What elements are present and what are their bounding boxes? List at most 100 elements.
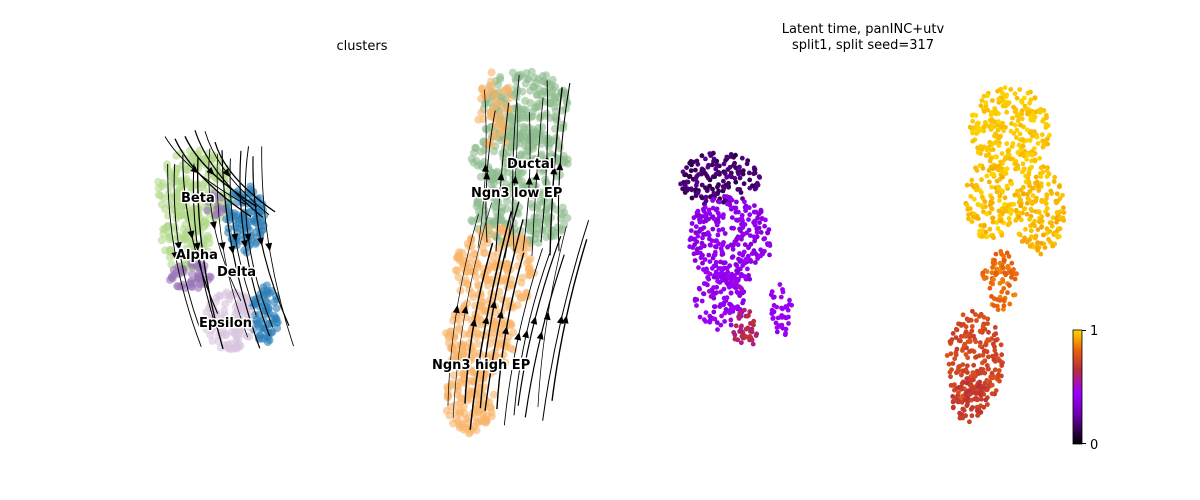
latent-time-point — [974, 127, 980, 132]
latent-time-point — [725, 269, 730, 275]
velocity-arrowhead — [536, 331, 544, 340]
latent-time-point — [988, 112, 994, 118]
latent-time-point — [716, 266, 722, 271]
cluster-point — [208, 336, 217, 345]
latent-time-point — [752, 238, 757, 244]
velocity-arrowhead — [171, 251, 179, 261]
latent-time-point — [712, 291, 718, 296]
latent-time-point — [963, 352, 969, 357]
latent-time-point — [747, 337, 752, 343]
latent-time-point — [733, 262, 739, 267]
latent-time-point — [986, 124, 992, 129]
latent-time-point — [1011, 201, 1017, 207]
latent-time-point — [1014, 135, 1019, 141]
cluster-point — [526, 86, 535, 95]
latent-time-point — [707, 236, 712, 242]
latent-time-point — [719, 249, 725, 254]
latent-time-point — [1029, 234, 1034, 240]
latent-time-point — [974, 354, 979, 360]
latent-time-point — [1019, 239, 1025, 244]
latent-time-point — [986, 151, 991, 157]
latent-time-point — [730, 243, 735, 249]
cluster-point — [252, 319, 261, 328]
latent-time-point — [775, 315, 781, 321]
latent-time-point — [1007, 283, 1012, 288]
latent-time-point — [961, 343, 967, 348]
latent-time-point — [953, 352, 959, 358]
latent-time-point — [782, 332, 788, 338]
latent-time-point — [993, 251, 999, 257]
cluster-point — [524, 135, 533, 144]
latent-time-point — [990, 265, 995, 270]
velocity-arrowhead — [244, 233, 252, 242]
cluster-label-ngn3-low-ep: Ngn3 low EP — [471, 186, 562, 201]
cluster-point — [452, 400, 460, 409]
latent-time-point — [720, 242, 726, 248]
cluster-point — [543, 212, 552, 221]
latent-time-point — [1014, 95, 1020, 101]
latent-time-point — [1007, 301, 1013, 307]
latent-time-point — [997, 213, 1003, 219]
latent-time-point — [699, 195, 705, 201]
latent-time-point — [980, 324, 986, 329]
latent-time-point — [700, 260, 705, 266]
latent-time-point — [1033, 174, 1039, 180]
latent-time-point — [742, 199, 747, 205]
latent-time-panel-title: Latent time, panINC+utv split1, split se… — [713, 22, 1013, 54]
latent-time-point — [707, 177, 713, 183]
latent-time-point — [1030, 193, 1036, 198]
latent-time-point — [978, 370, 984, 376]
latent-time-point — [1036, 209, 1042, 215]
latent-time-point — [758, 247, 764, 253]
latent-time-point — [765, 242, 771, 248]
latent-time-point — [737, 329, 742, 334]
cluster-point — [468, 367, 477, 376]
latent-time-point — [965, 339, 971, 344]
latent-time-point — [747, 334, 753, 339]
latent-time-point — [1050, 243, 1056, 249]
latent-time-point — [1023, 106, 1029, 112]
latent-time-point — [684, 165, 689, 171]
latent-time-point — [743, 203, 749, 209]
latent-time-point — [1051, 179, 1057, 184]
latent-time-point — [713, 244, 718, 250]
latent-time-point — [746, 244, 752, 250]
latent-time-point — [1024, 156, 1029, 162]
latent-time-point — [758, 208, 764, 214]
cluster-point — [501, 138, 510, 147]
cluster-point — [497, 108, 506, 117]
cluster-point — [235, 306, 244, 315]
latent-time-point — [696, 172, 701, 177]
latent-time-point — [765, 230, 770, 236]
latent-time-point — [744, 230, 750, 236]
cluster-point — [522, 69, 531, 78]
latent-time-point — [995, 307, 1001, 313]
latent-time-point — [998, 218, 1004, 224]
velocity-arrowhead — [256, 237, 264, 246]
cluster-label-beta: Beta — [181, 191, 215, 206]
latent-time-point — [697, 286, 702, 292]
latent-time-point — [689, 221, 695, 226]
latent-time-point — [982, 358, 988, 364]
latent-time-point — [734, 236, 740, 242]
latent-time-point — [1036, 109, 1042, 115]
latent-time-point — [761, 236, 767, 242]
latent-time-point — [754, 180, 760, 186]
latent-time-point — [711, 295, 717, 301]
latent-time-point — [958, 386, 964, 392]
latent-time-point — [746, 170, 752, 176]
velocity-streamline — [194, 130, 264, 218]
latent-time-point — [748, 233, 753, 239]
cluster-point — [517, 278, 526, 287]
cluster-point — [473, 339, 482, 348]
cluster-point — [187, 270, 196, 279]
cluster-point — [236, 342, 245, 351]
cluster-point — [203, 206, 212, 215]
latent-time-point — [1045, 165, 1050, 171]
latent-time-point — [1008, 211, 1014, 217]
latent-time-point — [702, 243, 707, 249]
latent-time-point — [979, 177, 984, 183]
latent-time-point — [737, 217, 742, 223]
cluster-point — [173, 198, 182, 207]
latent-time-point — [704, 173, 710, 179]
